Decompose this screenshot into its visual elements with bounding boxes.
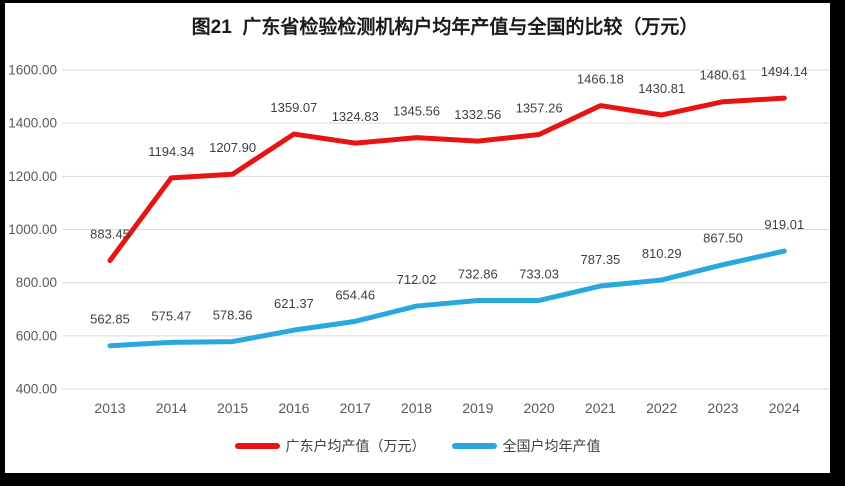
data-labels-series-1: 562.85 575.47 578.36 621.37 654.46 712.02 732.… — [90, 217, 804, 327]
y-tick-label: 1400.00 — [8, 116, 57, 131]
data-label: 919.01 — [764, 217, 804, 232]
data-label: 1494.14 — [761, 64, 808, 79]
legend-label-0: 广东户均产值（万元） — [285, 438, 426, 454]
data-label: 1466.18 — [577, 72, 624, 87]
y-tick-label: 1600.00 — [8, 63, 57, 78]
y-tick-label: 600.00 — [16, 328, 57, 343]
data-label: 1359.07 — [270, 100, 317, 115]
data-label: 810.29 — [642, 246, 682, 261]
data-label: 733.03 — [519, 266, 559, 281]
x-tick-label: 2014 — [156, 400, 187, 416]
chart-legend: 广东户均产值（万元） 全国户均年产值 — [5, 434, 830, 458]
series-line-1 — [107, 248, 787, 349]
x-tick-label: 2021 — [585, 400, 616, 416]
x-tick-label: 2024 — [769, 400, 800, 416]
data-label: 1207.90 — [209, 140, 256, 155]
data-label: 578.36 — [213, 308, 253, 323]
data-label: 787.35 — [581, 252, 621, 267]
legend-item-0: 广东户均产值（万元） — [234, 436, 426, 456]
y-tick-label: 1000.00 — [8, 222, 57, 237]
data-label: 1332.56 — [454, 107, 501, 122]
y-axis-tick-labels: 400.00 600.00 800.00 1000.00 1200.00 1400.00 1… — [8, 63, 57, 397]
data-label: 654.46 — [335, 287, 375, 302]
y-tick-label: 400.00 — [16, 382, 57, 397]
data-label: 562.85 — [90, 312, 130, 327]
legend-line-swatch-1 — [451, 443, 497, 449]
gridlines — [62, 69, 830, 390]
data-label: 1345.56 — [393, 104, 440, 119]
data-label: 867.50 — [703, 231, 743, 246]
data-labels-series-0: 883.45 1194.34 1207.90 1359.07 1324.83 1345.5… — [90, 64, 808, 241]
data-label: 1194.34 — [148, 144, 194, 159]
data-label: 621.37 — [274, 296, 314, 311]
x-tick-label: 2013 — [94, 400, 125, 416]
data-label: 883.45 — [90, 226, 130, 241]
x-tick-label: 2015 — [217, 400, 248, 416]
legend-line-swatch-0 — [234, 443, 280, 449]
data-label: 1357.26 — [516, 101, 563, 116]
data-label: 1480.61 — [700, 68, 747, 83]
x-tick-label: 2018 — [401, 400, 432, 416]
series-line-0 — [107, 95, 787, 263]
chart-title: 图21 广东省检验检测机构户均年产值与全国的比较（万元） — [191, 17, 699, 38]
line-chart-plot: 400.00 600.00 800.00 1000.00 1200.00 1400.00 1… — [8, 63, 830, 416]
data-label: 1324.83 — [332, 109, 379, 124]
data-label: 732.86 — [458, 267, 498, 282]
x-tick-label: 2019 — [462, 400, 493, 416]
x-tick-label: 2017 — [340, 400, 371, 416]
x-axis-tick-labels: 2013 2014 2015 2016 2017 2018 2019 2020 2021 2022… — [94, 400, 800, 416]
legend-label-1: 全国户均年产值 — [502, 438, 601, 454]
x-tick-label: 2022 — [646, 400, 677, 416]
legend-item-1: 全国户均年产值 — [451, 436, 601, 456]
y-tick-label: 1200.00 — [8, 169, 57, 184]
data-label: 1430.81 — [638, 81, 685, 96]
x-tick-label: 2020 — [524, 400, 555, 416]
data-label: 575.47 — [151, 308, 191, 323]
x-tick-label: 2016 — [278, 400, 309, 416]
y-tick-label: 800.00 — [16, 275, 57, 290]
x-tick-label: 2023 — [707, 400, 738, 416]
data-label: 712.02 — [397, 272, 437, 287]
